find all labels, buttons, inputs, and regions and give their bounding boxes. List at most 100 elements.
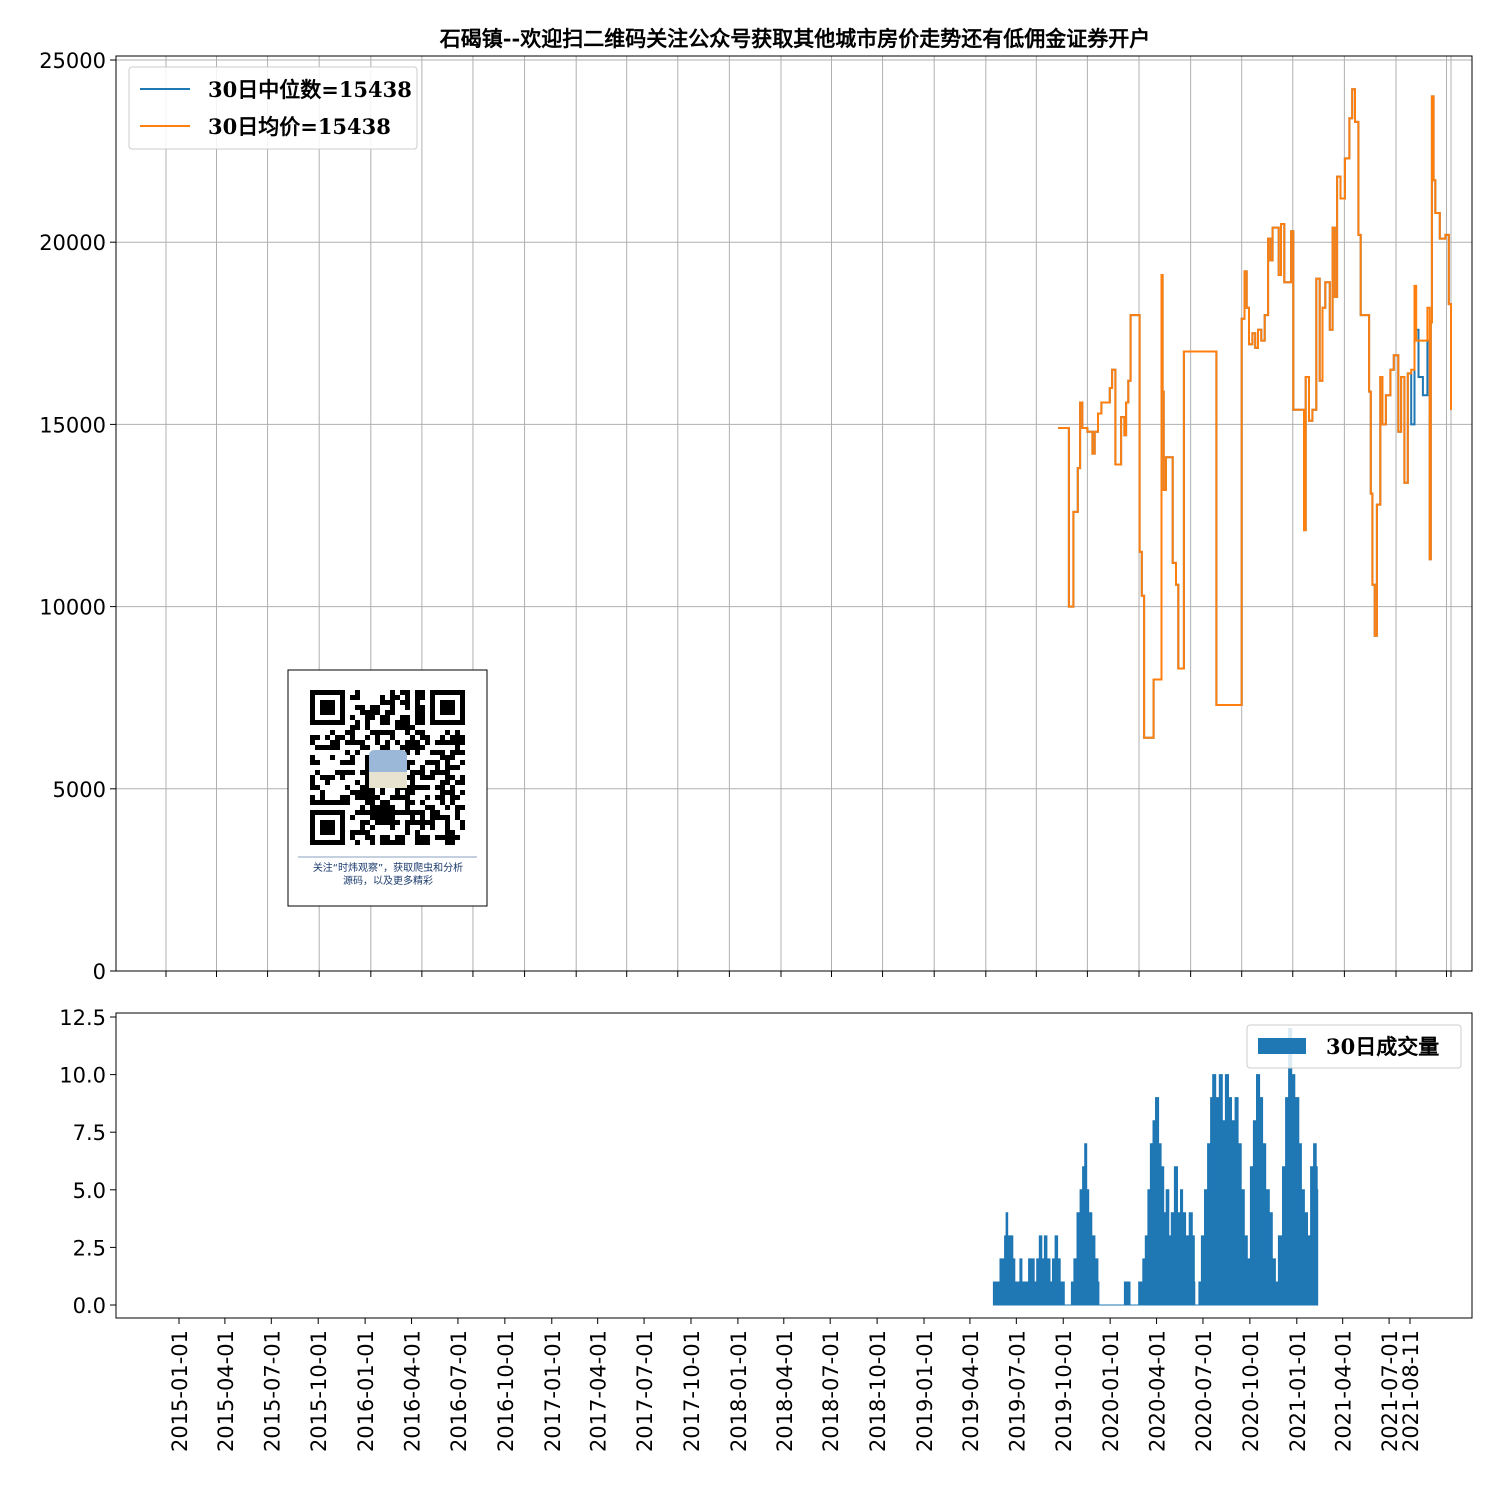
qr-module [310,735,315,740]
qr-module [460,760,465,765]
qr-module [450,795,455,800]
qr-module [355,810,360,815]
legend-label-median: 30日中位数=15438 [208,77,412,102]
qr-module [460,780,465,785]
qr-module [425,795,430,800]
qr-module [430,775,435,780]
qr-module [375,740,380,745]
qr-module [335,735,340,740]
qr-module [315,735,320,740]
qr-module [405,720,410,725]
qr-module [455,815,460,820]
qr-module [365,830,370,835]
qr-module [420,770,425,775]
qr-module [340,800,345,805]
bottom-xtick-label: 2016-04-01 [401,1330,425,1452]
qr-module [420,775,425,780]
qr-module [445,825,450,830]
top-grid [116,56,1472,972]
qr-module [350,790,355,795]
qr-module [365,725,370,730]
qr-module [400,810,405,815]
median-price-line [1058,88,1452,739]
bottom-xtick-label: 2019-10-01 [1052,1330,1076,1452]
qr-module [415,830,420,835]
qr-module [455,805,460,810]
qr-module [325,800,330,805]
qr-module [395,795,400,800]
qr-module [370,800,375,805]
qr-module [405,825,410,830]
bottom-xtick-label: 2016-10-01 [494,1330,518,1452]
qr-module [355,740,360,745]
qr-module [445,775,450,780]
qr-module [440,800,445,805]
qr-module [345,760,350,765]
qr-module [315,745,320,750]
qr-module [375,815,380,820]
qr-module [445,755,450,760]
qr-module [340,795,345,800]
qr-module [355,720,360,725]
qr-module [405,765,410,770]
qr-module [425,840,430,845]
qr-module [345,785,350,790]
qr-module [410,775,415,780]
qr-module [420,745,425,750]
qr-module [415,720,420,725]
bottom-xtick-label: 2017-07-01 [633,1330,657,1452]
qr-module [415,770,420,775]
qr-module [415,785,420,790]
qr-module [415,740,420,745]
qr-module [460,820,465,825]
qr-module [360,705,365,710]
qr-module [430,770,435,775]
qr-module [405,800,410,805]
qr-module [340,760,345,765]
qr-module [365,820,370,825]
qr-module [410,815,415,820]
qr-module [365,780,370,785]
qr-module [400,840,405,845]
top-ytick-label: 25000 [39,49,106,73]
qr-module [415,835,420,840]
qr-module [350,715,355,720]
bottom-xtick-label: 2017-04-01 [587,1330,611,1452]
qr-module [450,840,455,845]
qr-module [360,810,365,815]
qr-module [405,805,410,810]
qr-module [360,795,365,800]
qr-module [335,745,340,750]
bottom-xtick-label: 2016-07-01 [447,1330,471,1452]
qr-module [390,805,395,810]
qr-module [390,730,395,735]
qr-module [405,810,410,815]
qr-module [435,760,440,765]
volume-area [992,1028,1319,1306]
qr-module [420,785,425,790]
qr-module [365,770,370,775]
qr-module [400,715,405,720]
qr-module [380,790,385,795]
top-legend: 30日中位数=15438 30日均价=15438 [128,66,418,150]
qr-module [370,795,375,800]
qr-module [405,715,410,720]
qr-module [350,730,355,735]
qr-module [370,805,375,810]
qr-module [365,835,370,840]
qr-module [325,735,330,740]
qr-module [415,705,420,710]
qr-module [380,820,385,825]
qr-module [365,715,370,720]
qr-module [455,835,460,840]
qr-module [415,840,420,845]
qr-module [405,725,410,730]
qr-module [365,710,370,715]
qr-module [365,785,370,790]
chart-title: 石碣镇--欢迎扫二维码关注公众号获取其他城市房价走势还有低佣金证券开户 [439,26,1150,51]
qr-module [370,835,375,840]
qr-module [350,770,355,775]
qr-module [380,730,385,735]
bottom-xtick-label: 2015-07-01 [260,1330,284,1452]
bottom-xtick-label: 2019-04-01 [959,1330,983,1452]
